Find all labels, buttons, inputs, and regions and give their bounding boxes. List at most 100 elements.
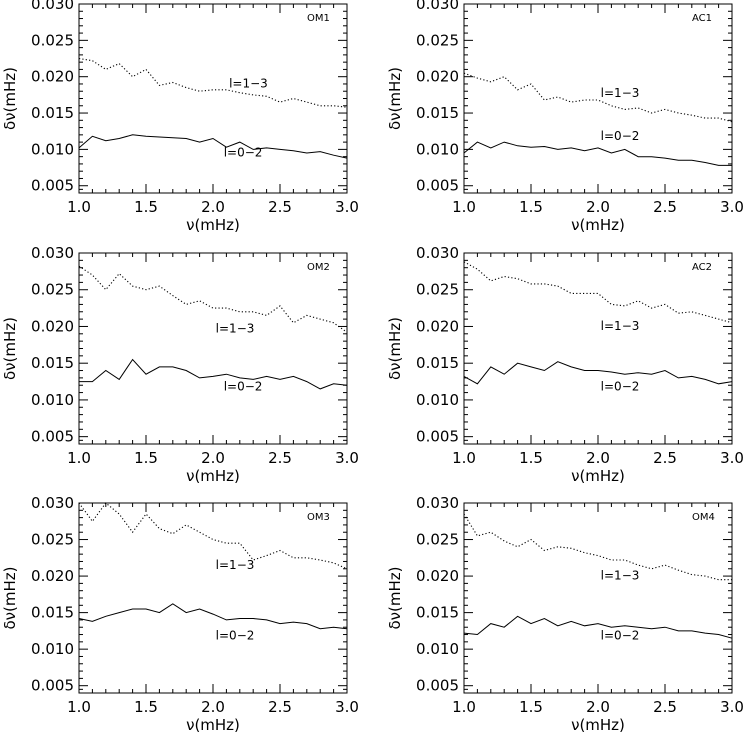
panel-label: OM3 xyxy=(307,512,330,523)
y-tick-label: 0.010 xyxy=(31,640,74,658)
x-tick-label: 3.0 xyxy=(335,449,359,467)
y-tick-label: 0.005 xyxy=(31,677,74,695)
y-tick-label: 0.015 xyxy=(31,604,74,622)
y-tick-label: 0.005 xyxy=(31,177,74,195)
x-tick-label: 1.0 xyxy=(452,449,476,467)
series-label: l=0−2 xyxy=(601,629,640,643)
y-tick-label: 0.015 xyxy=(31,354,74,372)
plot-frame xyxy=(78,252,348,445)
y-tick-label: 0.010 xyxy=(31,140,74,158)
x-tick-label: 1.5 xyxy=(134,698,158,716)
x-tick-label: 2.0 xyxy=(201,198,225,216)
series-line-l1-3 xyxy=(78,502,348,570)
panel-om3: 1.0 1.5 2.0 2.5 3.0 0.005 0.010 0.015 0.020 0.025… xyxy=(1,494,359,734)
x-axis-label: ν(mHz) xyxy=(571,467,625,485)
x-tick-label: 2.0 xyxy=(201,698,225,716)
y-tick-label: 0.020 xyxy=(416,68,459,86)
series-label: l=1−3 xyxy=(601,569,640,583)
y-tick-label: 0.020 xyxy=(416,567,459,585)
x-tick-label: 2.5 xyxy=(268,198,292,216)
panel-ac2: 1.0 1.5 2.0 2.5 3.0 0.005 0.010 0.015 0.020 0.025… xyxy=(386,244,744,485)
y-tick-label: 0.020 xyxy=(31,567,74,585)
panel-label: AC1 xyxy=(692,13,712,24)
y-tick-label: 0.025 xyxy=(31,31,74,49)
x-tick-label: 1.0 xyxy=(452,198,476,216)
y-tick-label: 0.020 xyxy=(31,317,74,335)
y-tick-label: 0.010 xyxy=(416,140,459,158)
panel-om4: 1.0 1.5 2.0 2.5 3.0 0.005 0.010 0.015 0.020 0.025… xyxy=(386,494,744,734)
x-axis-label: ν(mHz) xyxy=(186,216,240,234)
x-tick-label: 1.0 xyxy=(67,449,91,467)
y-axis-label: δν(mHz) xyxy=(386,67,404,130)
series-label: l=1−3 xyxy=(216,558,255,572)
series-line-l0-2 xyxy=(78,603,348,630)
series-line-l1-3 xyxy=(463,261,733,324)
y-tick-label: 0.025 xyxy=(31,281,74,299)
y-tick-label: 0.005 xyxy=(416,428,459,446)
y-tick-label: 0.025 xyxy=(416,31,459,49)
y-tick-label: 0.005 xyxy=(416,677,459,695)
y-axis-label: δν(mHz) xyxy=(1,317,19,380)
y-tick-label: 0.025 xyxy=(416,281,459,299)
series-label: l=0−2 xyxy=(224,146,263,160)
y-tick-label: 0.015 xyxy=(416,104,459,122)
x-tick-label: 3.0 xyxy=(720,198,744,216)
x-tick-label: 1.0 xyxy=(67,198,91,216)
x-axis-label: ν(mHz) xyxy=(186,716,240,734)
series-label: l=0−2 xyxy=(224,379,263,393)
panel-label: OM4 xyxy=(692,512,715,523)
y-tick-label: 0.015 xyxy=(416,354,459,372)
x-tick-label: 2.5 xyxy=(268,698,292,716)
y-tick-label: 0.025 xyxy=(31,531,74,549)
y-axis-label: δν(mHz) xyxy=(1,566,19,629)
x-axis-label: ν(mHz) xyxy=(186,467,240,485)
y-tick-label: 0.020 xyxy=(416,317,459,335)
series-line-l0-2 xyxy=(463,141,732,166)
x-tick-label: 2.0 xyxy=(586,198,610,216)
y-tick-label: 0.030 xyxy=(31,0,74,13)
series-line-l1-3 xyxy=(78,57,348,108)
series-label: l=0−2 xyxy=(216,629,255,643)
series-line-l1-3 xyxy=(463,72,733,123)
x-tick-label: 1.5 xyxy=(519,449,543,467)
y-tick-label: 0.020 xyxy=(31,68,74,86)
y-axis-label: δν(mHz) xyxy=(386,317,404,380)
x-tick-label: 1.0 xyxy=(67,698,91,716)
plot-frame xyxy=(78,3,348,194)
x-tick-label: 1.5 xyxy=(134,449,158,467)
y-tick-label: 0.030 xyxy=(416,494,459,512)
series-label: l=1−3 xyxy=(601,86,640,100)
x-tick-label: 1.5 xyxy=(134,198,158,216)
x-tick-label: 3.0 xyxy=(720,449,744,467)
y-tick-label: 0.015 xyxy=(416,604,459,622)
x-tick-label: 1.5 xyxy=(519,198,543,216)
x-tick-label: 2.0 xyxy=(201,449,225,467)
panel-label: OM2 xyxy=(307,262,330,273)
x-tick-label: 1.0 xyxy=(452,698,476,716)
y-axis-label: δν(mHz) xyxy=(386,566,404,629)
panel-om2: 1.0 1.5 2.0 2.5 3.0 0.005 0.010 0.015 0.020 0.025… xyxy=(1,244,359,485)
y-tick-label: 0.010 xyxy=(31,391,74,409)
x-tick-label: 2.0 xyxy=(586,449,610,467)
y-tick-label: 0.010 xyxy=(416,391,459,409)
series-label: l=1−3 xyxy=(601,319,640,333)
series-line-l0-2 xyxy=(79,358,348,390)
panel-label: OM1 xyxy=(307,13,330,24)
x-tick-label: 3.0 xyxy=(335,198,359,216)
series-line-l0-2 xyxy=(463,361,733,385)
y-tick-label: 0.015 xyxy=(31,104,74,122)
plot-frame xyxy=(463,3,733,194)
series-label: l=0−2 xyxy=(601,129,640,143)
y-tick-label: 0.030 xyxy=(31,494,74,512)
plot-frame xyxy=(463,252,733,445)
y-tick-label: 0.030 xyxy=(31,244,74,262)
series-line-l1-3 xyxy=(463,513,732,581)
x-tick-label: 2.0 xyxy=(586,698,610,716)
x-tick-label: 3.0 xyxy=(720,698,744,716)
series-label: l=0−2 xyxy=(601,379,640,393)
series-line-l1-3 xyxy=(78,265,348,333)
y-tick-label: 0.030 xyxy=(416,244,459,262)
y-tick-label: 0.025 xyxy=(416,531,459,549)
panel-label: AC2 xyxy=(692,262,712,273)
